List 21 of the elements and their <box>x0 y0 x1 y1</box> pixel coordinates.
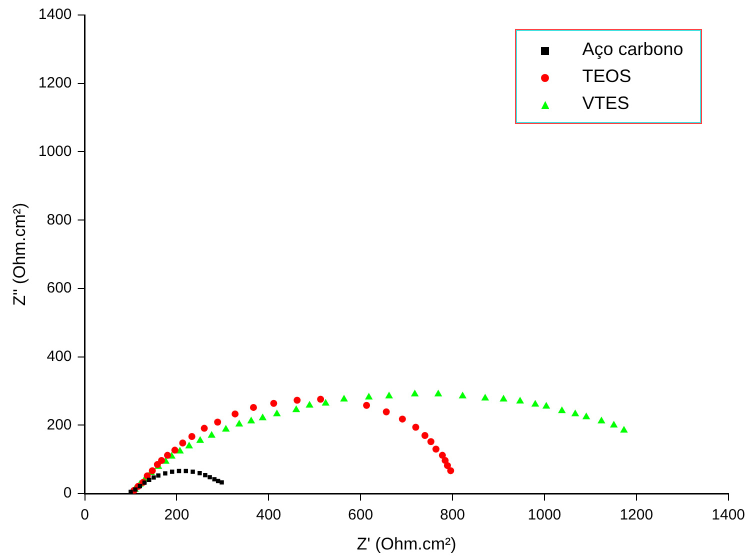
x-tick-label: 1200 <box>620 506 654 524</box>
y-tick-label: 400 <box>46 348 72 365</box>
y-tick-label: 800 <box>46 211 72 228</box>
legend-label: Aço carbono <box>582 39 684 60</box>
x-tick-label: 0 <box>80 506 89 524</box>
y-tick-label: 600 <box>46 280 72 297</box>
y-axis-title: Z'' (Ohm.cm²) <box>10 202 29 306</box>
x-tick-label: 600 <box>348 506 374 524</box>
x-tick-label: 1400 <box>712 506 746 524</box>
legend-label: VTES <box>582 93 630 114</box>
legend-label: TEOS <box>582 66 632 87</box>
y-tick-label: 0 <box>63 484 72 502</box>
x-axis-title: Z' (Ohm.cm²) <box>356 534 456 554</box>
y-tick-label: 1200 <box>38 74 72 92</box>
x-tick-label: 200 <box>164 506 190 524</box>
x-tick-label: 1000 <box>528 506 562 524</box>
y-tick-label: 1000 <box>38 142 72 160</box>
y-tick-label: 1400 <box>38 6 72 24</box>
x-tick-label: 800 <box>440 506 466 524</box>
x-tick-label: 400 <box>256 506 282 524</box>
y-tick-label: 200 <box>46 416 72 434</box>
